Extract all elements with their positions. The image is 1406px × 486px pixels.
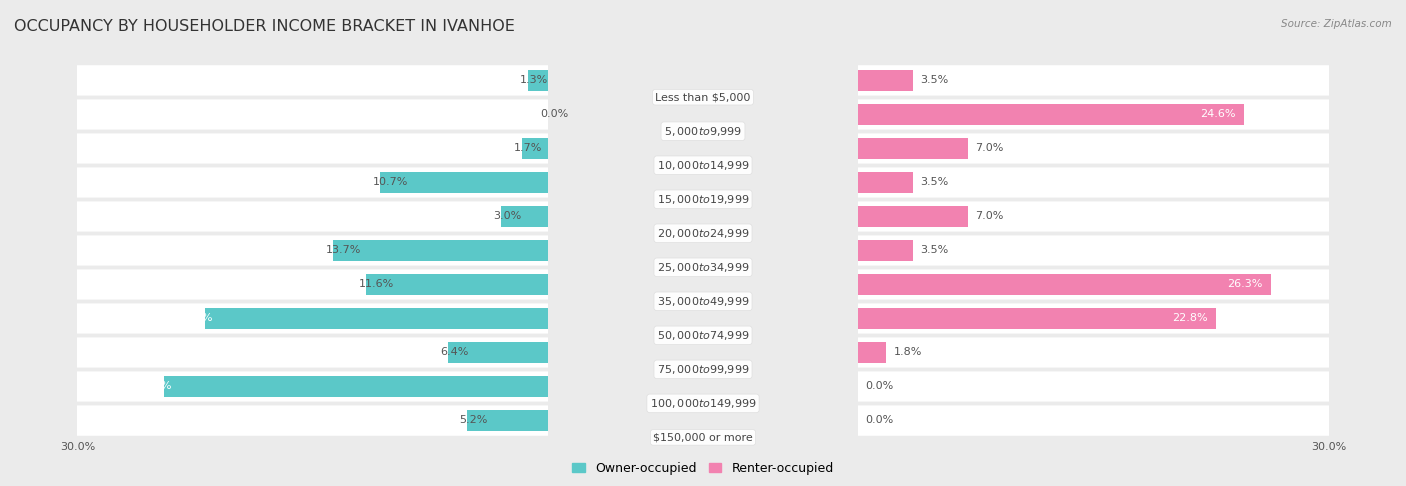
Text: 7.0%: 7.0% bbox=[976, 211, 1004, 221]
Text: $100,000 to $149,999: $100,000 to $149,999 bbox=[650, 397, 756, 410]
Text: 10.7%: 10.7% bbox=[373, 177, 408, 187]
Legend: Owner-occupied, Renter-occupied: Owner-occupied, Renter-occupied bbox=[568, 457, 838, 480]
Text: 1.3%: 1.3% bbox=[520, 75, 548, 85]
Bar bbox=[77, 63, 548, 97]
Bar bbox=[204, 308, 548, 329]
Text: $35,000 to $49,999: $35,000 to $49,999 bbox=[657, 295, 749, 308]
Bar bbox=[858, 69, 912, 91]
Bar bbox=[333, 240, 548, 261]
Text: 3.5%: 3.5% bbox=[921, 75, 949, 85]
Bar bbox=[467, 410, 548, 431]
Bar bbox=[381, 172, 548, 193]
Bar bbox=[858, 165, 1329, 199]
Bar bbox=[77, 335, 548, 369]
Bar bbox=[527, 69, 548, 91]
Bar bbox=[449, 342, 548, 363]
Bar bbox=[858, 199, 1329, 233]
Bar bbox=[858, 308, 1216, 329]
Bar bbox=[858, 172, 912, 193]
Text: 7.0%: 7.0% bbox=[976, 143, 1004, 153]
Text: Source: ZipAtlas.com: Source: ZipAtlas.com bbox=[1281, 19, 1392, 30]
Text: $75,000 to $99,999: $75,000 to $99,999 bbox=[657, 363, 749, 376]
Bar bbox=[858, 403, 1329, 437]
Text: 6.4%: 6.4% bbox=[440, 347, 468, 357]
Text: 24.5%: 24.5% bbox=[136, 382, 172, 391]
Bar bbox=[163, 376, 548, 397]
Text: 1.8%: 1.8% bbox=[894, 347, 922, 357]
Text: $10,000 to $14,999: $10,000 to $14,999 bbox=[657, 159, 749, 172]
Bar bbox=[522, 138, 548, 159]
Bar bbox=[858, 274, 1271, 295]
Text: 1.7%: 1.7% bbox=[513, 143, 543, 153]
Text: $20,000 to $24,999: $20,000 to $24,999 bbox=[657, 227, 749, 240]
Bar bbox=[858, 138, 967, 159]
Text: Less than $5,000: Less than $5,000 bbox=[655, 92, 751, 102]
Bar bbox=[858, 369, 1329, 403]
Text: 24.6%: 24.6% bbox=[1201, 109, 1236, 119]
Text: 0.0%: 0.0% bbox=[866, 382, 894, 391]
Bar bbox=[501, 206, 548, 227]
Text: $5,000 to $9,999: $5,000 to $9,999 bbox=[664, 125, 742, 138]
Text: 3.0%: 3.0% bbox=[494, 211, 522, 221]
Text: 26.3%: 26.3% bbox=[1227, 279, 1263, 289]
Bar bbox=[77, 369, 548, 403]
Bar bbox=[858, 267, 1329, 301]
Bar bbox=[77, 403, 548, 437]
Bar bbox=[858, 104, 1244, 125]
Bar bbox=[77, 165, 548, 199]
Bar bbox=[858, 233, 1329, 267]
Text: OCCUPANCY BY HOUSEHOLDER INCOME BRACKET IN IVANHOE: OCCUPANCY BY HOUSEHOLDER INCOME BRACKET … bbox=[14, 19, 515, 35]
Text: 0.0%: 0.0% bbox=[866, 416, 894, 425]
Text: 5.2%: 5.2% bbox=[458, 416, 488, 425]
Bar bbox=[77, 301, 548, 335]
Bar bbox=[77, 267, 548, 301]
Bar bbox=[858, 131, 1329, 165]
Bar bbox=[366, 274, 548, 295]
Text: 0.0%: 0.0% bbox=[540, 109, 569, 119]
Text: $50,000 to $74,999: $50,000 to $74,999 bbox=[657, 329, 749, 342]
Bar bbox=[77, 233, 548, 267]
Bar bbox=[858, 63, 1329, 97]
Bar bbox=[77, 199, 548, 233]
Bar bbox=[858, 206, 967, 227]
Text: $150,000 or more: $150,000 or more bbox=[654, 433, 752, 442]
Text: 3.5%: 3.5% bbox=[921, 177, 949, 187]
Text: $15,000 to $19,999: $15,000 to $19,999 bbox=[657, 193, 749, 206]
Bar bbox=[77, 97, 548, 131]
Bar bbox=[858, 342, 886, 363]
Text: 11.6%: 11.6% bbox=[359, 279, 394, 289]
Text: 22.8%: 22.8% bbox=[1173, 313, 1208, 323]
Bar bbox=[858, 240, 912, 261]
Bar bbox=[77, 131, 548, 165]
Text: 3.5%: 3.5% bbox=[921, 245, 949, 255]
Text: 21.9%: 21.9% bbox=[177, 313, 212, 323]
Text: $25,000 to $34,999: $25,000 to $34,999 bbox=[657, 261, 749, 274]
Text: 13.7%: 13.7% bbox=[325, 245, 361, 255]
Bar bbox=[858, 97, 1329, 131]
Bar bbox=[858, 301, 1329, 335]
Bar bbox=[858, 335, 1329, 369]
